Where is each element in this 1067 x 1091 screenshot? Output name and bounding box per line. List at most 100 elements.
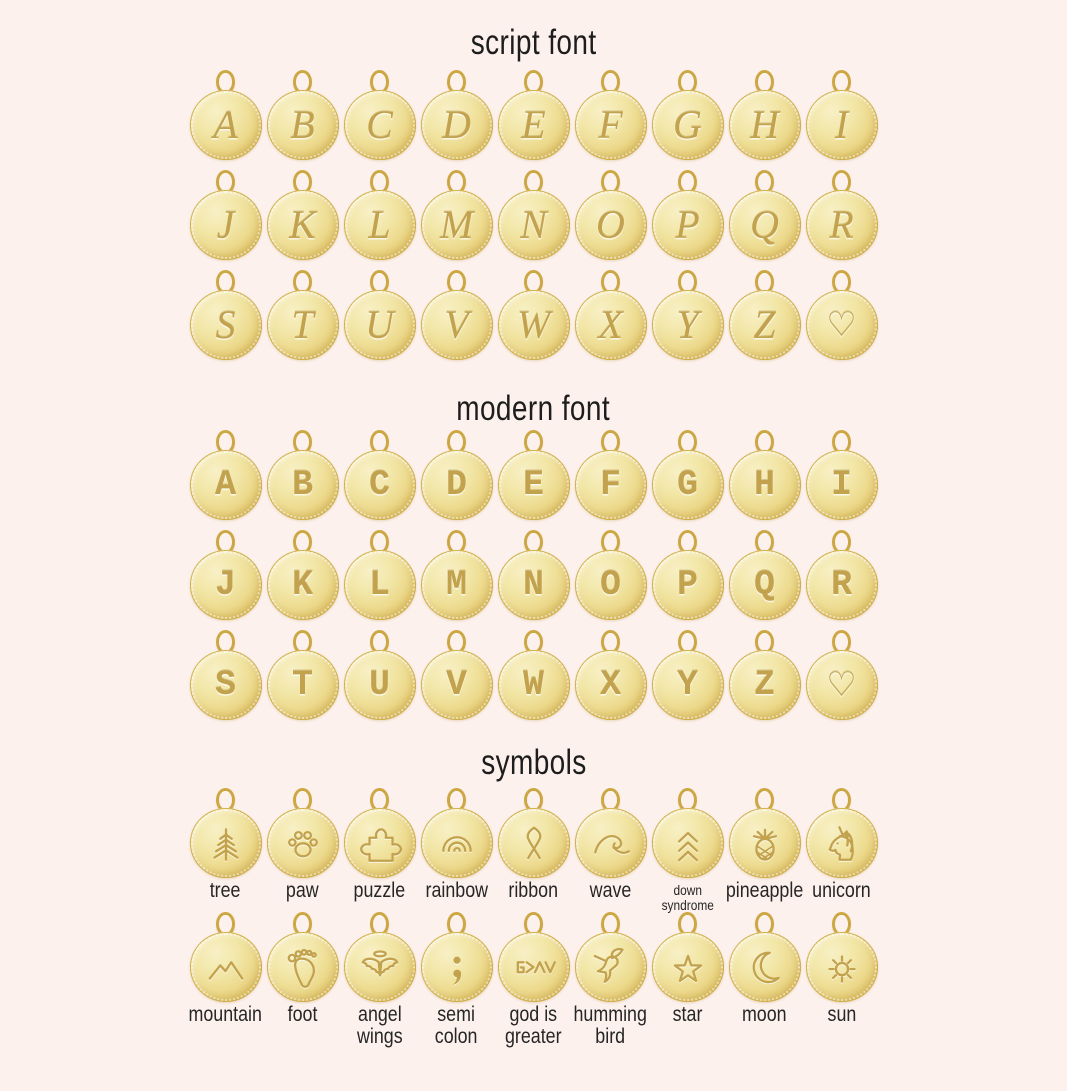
rainbow-icon [441, 836, 472, 853]
modern-charm-cell: U [341, 630, 418, 720]
letter-engraving: X [599, 664, 621, 705]
charm-modern-H: H [726, 430, 803, 520]
letter-engraving: O [596, 202, 625, 248]
charm-modern-S: S [187, 630, 264, 720]
gold-disc: W [497, 290, 570, 360]
symbol-label-line: wings [356, 1025, 403, 1048]
gold-disc: Y [651, 650, 724, 720]
gold-disc [189, 808, 262, 878]
gold-disc: W [497, 650, 570, 720]
symbol-label-line: tree [210, 879, 241, 902]
gold-disc: Z [728, 290, 801, 360]
gold-disc [266, 808, 339, 878]
gold-disc: O [574, 190, 647, 260]
gold-disc: G [651, 90, 724, 160]
letter-engraving: H [753, 464, 775, 505]
symbol-cell-star: star [649, 912, 726, 1048]
modern-charm-cell: L [341, 530, 418, 620]
modern-charm-cell: X [572, 630, 649, 720]
pineapple-icon [752, 828, 777, 861]
script-charm-cell: O [572, 170, 649, 260]
symbol-cell-angel-wings: angel wings [341, 912, 418, 1048]
charm-script-V: V [418, 270, 495, 360]
symbol-cell-mountain: mountain [187, 912, 264, 1048]
gold-disc: V [420, 290, 493, 360]
gold-disc: T [266, 650, 339, 720]
letter-engraving: A [214, 464, 236, 505]
angel-wings-icon [361, 950, 398, 977]
letter-engraving: D [445, 464, 467, 505]
charm-symbols-sun [803, 912, 880, 1002]
symbol-label-semi-colon: semi colon [431, 1004, 481, 1048]
symbol-cell-ribbon: ribbon [495, 788, 572, 912]
script-font-grid: A B C D E F G H I J K L M N O P Q R S T U V W X Y Z ♡ [0, 70, 1067, 360]
symbol-label-line: rainbow [425, 879, 488, 902]
gold-disc: M [420, 550, 493, 620]
modern-charm-cell: C [341, 430, 418, 520]
script-charm-cell: K [264, 170, 341, 260]
symbol-label-line: greater [505, 1025, 562, 1048]
semi-colon-icon [452, 956, 461, 986]
charm-modern-K: K [264, 530, 341, 620]
wave-icon [593, 835, 630, 855]
letter-engraving: V [445, 664, 467, 705]
letter-engraving: U [365, 302, 394, 348]
modern-charm-cell: K [264, 530, 341, 620]
charm-symbols-god-is-greater [495, 912, 572, 1002]
charm-symbols-paw [264, 788, 341, 878]
letter-engraving: E [522, 464, 544, 505]
charm-script-Q: Q [726, 170, 803, 260]
charm-catalog-image: script font A B C D E F G H I J K L M N O P Q R S T U V W X Y Z ♡ … [0, 24, 1067, 1091]
symbol-cell-wave: wave [572, 788, 649, 912]
letter-engraving: D [442, 102, 471, 148]
gold-disc: Q [728, 550, 801, 620]
symbol-label-moon: moon [738, 1004, 791, 1026]
script-row-1: A B C D E F G H I [0, 70, 1067, 160]
charm-script-W: W [495, 270, 572, 360]
symbol-label-line: star [672, 1003, 703, 1026]
charm-modern-I: I [803, 430, 880, 520]
gold-disc: D [420, 450, 493, 520]
gold-disc [574, 808, 647, 878]
charm-script-D: D [418, 70, 495, 160]
gold-disc: I [805, 90, 878, 160]
section-title-symbols-text: symbols [480, 743, 587, 782]
gold-disc: R [805, 190, 878, 260]
letter-engraving: F [598, 102, 623, 148]
letter-engraving: U [368, 664, 390, 705]
gold-disc: U [343, 650, 416, 720]
letter-engraving: C [368, 464, 390, 505]
charm-modern-V: V [418, 630, 495, 720]
letter-engraving: S [215, 302, 236, 348]
gold-disc [728, 808, 801, 878]
letter-engraving: G [673, 102, 702, 148]
symbol-label-line: wave [589, 879, 632, 902]
charm-symbols-pineapple [726, 788, 803, 878]
modern-charm-cell: Y [649, 630, 726, 720]
charm-symbols-wave [572, 788, 649, 878]
letter-engraving: B [290, 102, 315, 148]
gold-disc: V [420, 650, 493, 720]
gold-disc: I [805, 450, 878, 520]
letter-engraving: P [676, 564, 698, 605]
modern-charm-cell: D [418, 430, 495, 520]
heart-engraving: ♡ [826, 305, 857, 346]
letter-engraving: J [214, 564, 236, 605]
script-charm-cell: X [572, 270, 649, 360]
script-charm-cell: E [495, 70, 572, 160]
letter-engraving: K [289, 202, 316, 248]
gold-disc [497, 808, 570, 878]
gold-disc: L [343, 550, 416, 620]
charm-script-X: X [572, 270, 649, 360]
charm-modern-R: R [803, 530, 880, 620]
symbol-label-line: moon [742, 1003, 787, 1026]
gold-disc: B [266, 450, 339, 520]
gold-disc [651, 932, 724, 1002]
letter-engraving: O [599, 564, 621, 605]
gold-disc [343, 932, 416, 1002]
down-syndrome-icon [677, 832, 698, 862]
modern-charm-cell: G [649, 430, 726, 520]
script-charm-cell: Z [726, 270, 803, 360]
gold-disc: J [189, 190, 262, 260]
ribbon-icon [526, 826, 541, 860]
